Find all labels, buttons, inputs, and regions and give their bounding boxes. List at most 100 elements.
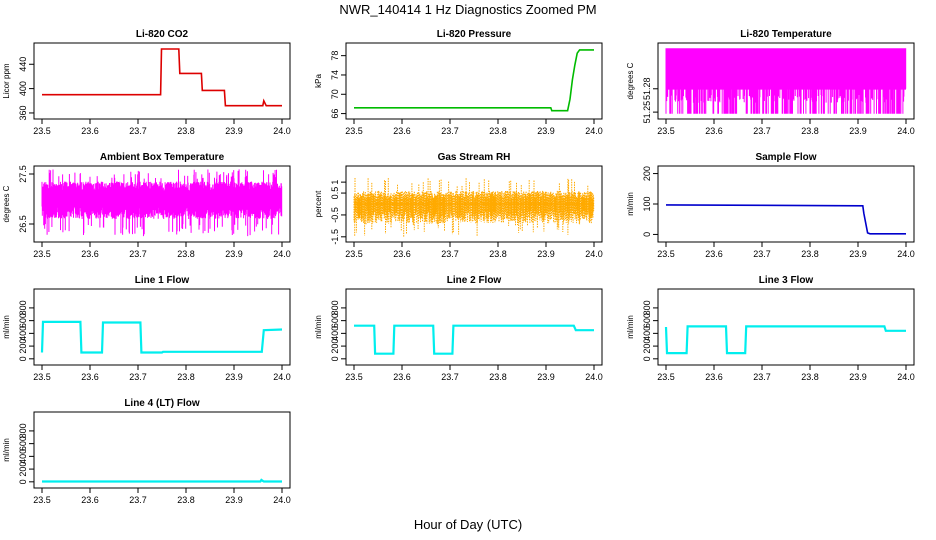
plot-frame: [33, 411, 291, 489]
x-tick-label: 23.7: [753, 126, 771, 136]
plot-frame: [33, 165, 291, 243]
noise-band: [353, 178, 595, 237]
y-tick-label: 66: [330, 109, 340, 119]
y-tick-label: 1: [330, 180, 340, 185]
x-tick-label: 23.8: [177, 372, 195, 382]
y-axis-label: ml/min: [626, 192, 635, 216]
y-axis-label: ml/min: [626, 315, 635, 339]
x-tick-label: 24.0: [273, 249, 291, 259]
series-line: [665, 204, 906, 235]
x-tick-label: 23.8: [177, 495, 195, 505]
y-tick-label: 0: [642, 356, 652, 361]
y-tick-label: 51.25: [642, 101, 652, 124]
y-tick-label: 400: [18, 81, 28, 96]
x-tick-label: 23.5: [345, 126, 363, 136]
x-tick-label: 23.6: [705, 372, 723, 382]
x-tick-label: 23.7: [129, 126, 147, 136]
y-tick-label: 440: [18, 57, 28, 72]
y-tick-label: 74: [330, 70, 340, 80]
noise-band: [41, 169, 283, 237]
chart-panel: Gas Stream RH percent 23.5 23.6 23.7 23.8 23.9…: [314, 152, 603, 259]
y-tick-label: 78: [330, 51, 340, 61]
x-tick-label: 23.9: [849, 372, 867, 382]
x-tick-label: 23.7: [129, 495, 147, 505]
x-tick-label: 23.9: [225, 372, 243, 382]
plot-frame: [345, 165, 603, 243]
x-tick-label: 23.9: [225, 495, 243, 505]
data-layer: [665, 48, 907, 114]
x-tick-label: 24.0: [585, 372, 603, 382]
y-tick-label: 360: [18, 105, 28, 120]
x-tick-label: 23.9: [537, 372, 555, 382]
data-layer: [353, 178, 595, 237]
series-line: [354, 49, 594, 112]
chart-title: Ambient Box Temperature: [100, 152, 225, 163]
plot-frame: [33, 42, 291, 120]
x-tick-label: 23.5: [345, 249, 363, 259]
y-tick-label: -0.5: [330, 207, 340, 223]
chart-title: Li-820 CO2: [136, 29, 189, 40]
data-layer: [42, 48, 282, 107]
x-tick-label: 24.0: [585, 126, 603, 136]
y-tick-label: 200: [18, 339, 28, 354]
chart-panel: Li-820 CO2 Licor ppm 23.5 23.6 23.7 23.8 23.9 2…: [2, 29, 291, 136]
data-layer: [665, 204, 906, 235]
chart-panel: Ambient Box Temperature degrees C 23.5 23.6…: [2, 152, 291, 259]
x-tick-label: 23.8: [801, 372, 819, 382]
y-axis-label: ml/min: [2, 438, 11, 462]
x-tick-label: 23.7: [129, 249, 147, 259]
x-axis-title: Hour of Day (UTC): [413, 517, 523, 532]
chart-title: Li-820 Temperature: [740, 29, 832, 40]
plot-frame: [345, 288, 603, 366]
plot-frame: [657, 42, 915, 120]
chart-panel: Li-820 Temperature degrees C 23.5 23.6 23.7 2…: [626, 29, 915, 136]
x-tick-label: 23.9: [225, 249, 243, 259]
data-layer: [354, 324, 594, 355]
x-tick-label: 23.8: [177, 249, 195, 259]
x-tick-label: 23.5: [345, 372, 363, 382]
y-axis-label: degrees C: [2, 185, 11, 222]
data-layer: [40, 320, 283, 354]
y-axis-label: percent: [314, 190, 323, 217]
x-tick-label: 24.0: [273, 126, 291, 136]
chart-panel: Line 1 Flow ml/min 23.5 23.6 23.7 23.8 23.9 24.…: [2, 275, 291, 382]
x-tick-label: 23.8: [177, 126, 195, 136]
x-tick-label: 23.8: [801, 249, 819, 259]
y-tick-label: 51.28: [642, 78, 652, 101]
y-tick-label: 600: [642, 313, 652, 328]
y-tick-label: 0.5: [330, 187, 340, 200]
x-tick-label: 23.5: [657, 249, 675, 259]
x-tick-label: 23.6: [81, 249, 99, 259]
x-tick-label: 23.8: [801, 126, 819, 136]
y-tick-label: 200: [330, 339, 340, 354]
x-tick-label: 23.6: [393, 372, 411, 382]
y-axis-label: Licor ppm: [2, 63, 11, 98]
chart-panel: Line 2 Flow ml/min 23.5 23.6 23.7 23.8 23.9 24.…: [314, 275, 603, 382]
y-tick-label: 800: [642, 300, 652, 315]
chart-title: Sample Flow: [755, 152, 816, 163]
y-tick-label: 600: [330, 313, 340, 328]
x-tick-label: 23.6: [81, 126, 99, 136]
y-tick-label: 800: [18, 300, 28, 315]
y-tick-label: -1.5: [330, 229, 340, 245]
x-tick-label: 23.6: [81, 495, 99, 505]
x-tick-label: 24.0: [897, 372, 915, 382]
y-tick-label: 600: [18, 313, 28, 328]
y-tick-label: 27.5: [18, 165, 28, 183]
data-layer: [42, 478, 282, 483]
x-tick-label: 23.6: [705, 249, 723, 259]
chart-title: Line 1 Flow: [135, 275, 190, 286]
x-tick-label: 23.5: [33, 126, 51, 136]
x-tick-label: 24.0: [585, 249, 603, 259]
chart-panel: Li-820 Pressure kPa 23.5 23.6 23.7 23.8 23.9 24…: [314, 29, 603, 136]
x-tick-label: 23.9: [849, 126, 867, 136]
plot-frame: [345, 42, 603, 120]
chart-title: Line 4 (LT) Flow: [124, 398, 200, 409]
y-tick-label: 200: [18, 462, 28, 477]
y-tick-label: 200: [642, 166, 652, 181]
y-axis-label: kPa: [314, 74, 323, 88]
chart-title: Line 3 Flow: [759, 275, 814, 286]
series-line: [42, 478, 282, 483]
x-tick-label: 23.9: [537, 126, 555, 136]
